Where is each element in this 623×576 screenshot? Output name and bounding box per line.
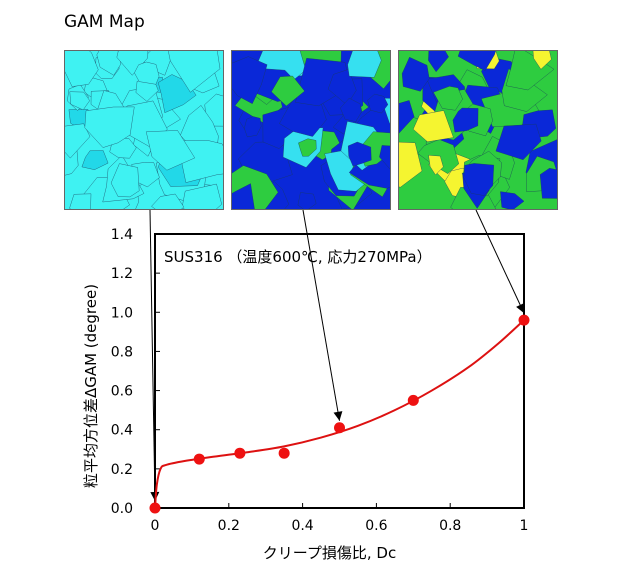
y-tick-label: 1.2 [111, 266, 133, 282]
x-axis-label: クリープ損傷比, Dc [263, 544, 396, 562]
y-tick-label: 0.4 [111, 423, 133, 439]
grain [347, 141, 372, 167]
grain [134, 61, 160, 85]
y-tick-label: 1.4 [111, 227, 133, 243]
plot-frame [154, 233, 525, 509]
grain [401, 56, 430, 92]
grain [168, 51, 221, 93]
x-axis-ticks: 0 0.2 0.4 0.6 0.8 1 [151, 503, 529, 534]
map-arrow-head [516, 303, 525, 314]
data-point [407, 394, 419, 406]
grain [244, 116, 262, 138]
grain [367, 93, 389, 114]
grain [84, 106, 135, 148]
grain [532, 51, 552, 70]
grain [145, 130, 196, 171]
gam-map-image-dc-1 [398, 50, 558, 210]
data-point [193, 453, 205, 465]
grain [428, 154, 444, 176]
gam-map-image-dc-0 [64, 50, 224, 210]
x-tick-label: 0.8 [439, 518, 461, 534]
grain [69, 193, 92, 209]
grain [340, 97, 363, 122]
grain [463, 163, 495, 196]
grain [495, 123, 542, 161]
gam-map-image-dc-0-5 [231, 50, 391, 210]
grain [151, 193, 185, 209]
grain [539, 167, 557, 199]
grain [81, 150, 109, 170]
data-points [149, 314, 530, 514]
map-arrow-line [302, 209, 340, 421]
grain [399, 141, 423, 188]
grain [110, 163, 140, 198]
fit-curve [154, 319, 525, 509]
y-tick-label: 0.2 [111, 462, 133, 478]
x-tick-label: 0.4 [291, 518, 313, 534]
data-point [518, 314, 530, 326]
grain [412, 110, 454, 143]
grain [379, 145, 390, 170]
x-tick-label: 0.6 [365, 518, 387, 534]
x-tick-label: 0 [151, 518, 160, 534]
grain [399, 100, 415, 134]
grain [457, 51, 496, 71]
map-arrow-head [333, 411, 343, 421]
x-tick-label: 1 [520, 518, 529, 534]
page-title: GAM Map [64, 12, 145, 32]
grain [452, 107, 479, 133]
grain [65, 123, 91, 159]
grain [96, 51, 122, 76]
map-arrow-line [475, 209, 525, 314]
grain [69, 91, 91, 111]
y-tick-label: 0.0 [111, 501, 133, 517]
grain [65, 51, 99, 87]
x-tick-label: 0.2 [218, 518, 240, 534]
grain [428, 51, 449, 73]
y-axis-label: 粒平均方位差ΔGAM (degree) [82, 284, 100, 488]
grain [347, 51, 382, 78]
data-point [149, 502, 161, 514]
grain [232, 183, 255, 209]
grain [271, 75, 305, 107]
data-point [278, 447, 290, 459]
grain [232, 56, 268, 105]
grain [500, 191, 525, 209]
y-tick-label: 0.6 [111, 384, 133, 400]
grain [433, 86, 463, 111]
grain [297, 192, 317, 209]
data-point [234, 447, 246, 459]
y-axis-ticks: 0.0 0.2 0.4 0.6 0.8 1.0 1.2 1.4 [111, 227, 160, 517]
y-tick-label: 0.8 [111, 344, 133, 360]
y-tick-label: 1.0 [111, 305, 133, 321]
grain [181, 183, 222, 209]
grain [298, 138, 317, 157]
data-point [334, 422, 345, 434]
chart-annotation: SUS316 （温度600℃, 応力270MPa） [164, 248, 432, 266]
